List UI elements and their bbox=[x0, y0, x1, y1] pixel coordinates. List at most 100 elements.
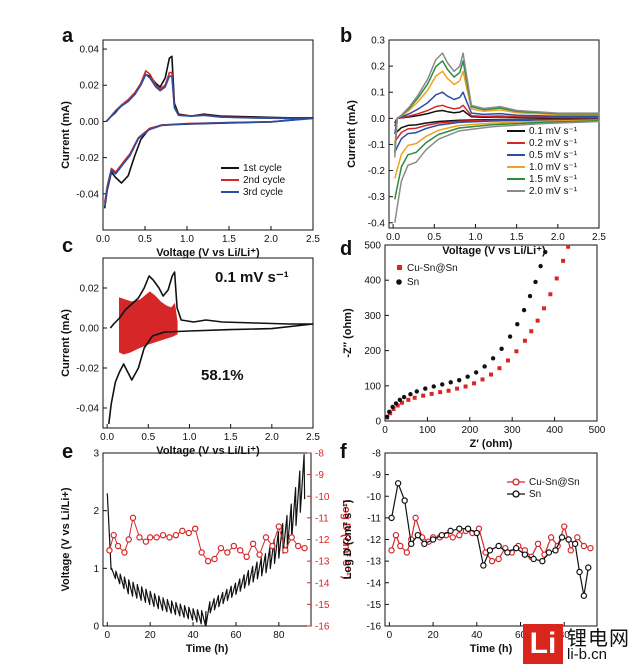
data-point-f-1 bbox=[504, 549, 511, 556]
data-point-f-1 bbox=[512, 544, 520, 552]
y-right-tick-label-e-7: -15 bbox=[315, 600, 330, 611]
data-point-d-0 bbox=[399, 400, 404, 405]
data-point-d-0 bbox=[421, 393, 426, 398]
data-point-f-1 bbox=[545, 549, 553, 556]
data-point-d-0 bbox=[412, 395, 417, 400]
data-point-f-0 bbox=[547, 534, 555, 541]
data-point-d-1 bbox=[440, 382, 445, 387]
data-point-d-1 bbox=[507, 334, 513, 339]
x-axis-label-f: Time (h) bbox=[470, 643, 513, 655]
data-point-f-0 bbox=[567, 547, 574, 554]
x-tick-label-f-3: 60 bbox=[515, 630, 527, 641]
data-point-f-0 bbox=[412, 514, 419, 522]
y-tick-label-d-3: 300 bbox=[364, 311, 381, 322]
data-point-d-0 bbox=[505, 358, 510, 363]
plot-frame-c bbox=[102, 257, 314, 429]
data-point-d-0 bbox=[497, 366, 502, 371]
y-tick-label-f-7: -15 bbox=[367, 600, 382, 611]
watermark-logo: Li bbox=[523, 624, 563, 664]
series-line-b-4 bbox=[394, 60, 600, 200]
legend-entry-d1-0: Sn bbox=[407, 277, 419, 288]
logd-point-e bbox=[269, 542, 276, 550]
data-point-f-1 bbox=[401, 497, 408, 504]
data-point-d-0 bbox=[561, 258, 566, 263]
data-point-d-1 bbox=[457, 377, 462, 383]
y-tick-label-c-1: 0.00 bbox=[80, 324, 100, 335]
data-point-f-1 bbox=[576, 568, 583, 576]
series-line-b-3 bbox=[394, 70, 600, 179]
data-point-d-1 bbox=[393, 401, 399, 406]
data-point-d-1 bbox=[448, 380, 453, 385]
x-tick-label-d-0: 0 bbox=[382, 425, 388, 436]
data-point-d-0 bbox=[548, 292, 553, 297]
data-point-d-0 bbox=[406, 397, 411, 402]
data-point-d-0 bbox=[455, 386, 460, 391]
series-line-b-5 bbox=[394, 52, 600, 223]
y-tick-label-a-3: -0.02 bbox=[76, 153, 99, 164]
y-tick-label-a-0: 0.04 bbox=[80, 45, 100, 56]
y-tick-label-a-2: 0.00 bbox=[80, 117, 100, 128]
series-line-a-2 bbox=[103, 73, 314, 207]
y-tick-label-e-0: 0 bbox=[93, 622, 99, 633]
legend-entry-b-2: 0.5 mV s⁻¹ bbox=[529, 150, 578, 161]
plot-frame-a bbox=[102, 39, 314, 231]
x-tick-label-d-3: 300 bbox=[504, 425, 521, 436]
x-axis-label-c: Voltage (V vs Li/Li⁺) bbox=[156, 445, 260, 457]
data-point-d-1 bbox=[521, 307, 527, 313]
data-point-d-1 bbox=[397, 397, 403, 403]
data-point-f-1 bbox=[571, 540, 579, 548]
data-point-f-1 bbox=[429, 536, 437, 543]
voltage-line-e bbox=[106, 454, 306, 627]
y-tick-label-f-4: -12 bbox=[367, 535, 382, 546]
x-tick-label-a-3: 1.5 bbox=[222, 234, 236, 245]
legend-entry-a-1: 2nd cycle bbox=[243, 175, 286, 186]
logd-point-e bbox=[262, 534, 270, 541]
x-axis-label-e: Time (h) bbox=[186, 643, 229, 655]
y-axis-label-e: Voltage (V vs Li/Li+) bbox=[60, 487, 72, 591]
y-tick-label-f-3: -11 bbox=[367, 513, 381, 524]
x-tick-label-c-5: 2.5 bbox=[306, 432, 320, 443]
legend-entry-f-1: Sn bbox=[529, 489, 541, 500]
series-line-b-2 bbox=[394, 91, 600, 153]
logd-point-e bbox=[114, 542, 122, 550]
series-line-f-1 bbox=[391, 481, 589, 596]
legend-swatch-d1-0 bbox=[396, 279, 402, 285]
logd-point-e bbox=[179, 527, 186, 535]
y-axis-label-d: -Z″ (ohm) bbox=[342, 308, 354, 358]
data-point-d-0 bbox=[529, 329, 534, 334]
data-point-d-0 bbox=[535, 318, 540, 323]
data-point-d-1 bbox=[414, 389, 419, 394]
data-point-f-0 bbox=[456, 531, 463, 539]
x-tick-label-e-2: 40 bbox=[187, 630, 199, 641]
legend-entry-b-0: 0.1 mV s⁻¹ bbox=[529, 126, 578, 137]
y-axis-label-c: Current (mA) bbox=[60, 309, 72, 377]
x-tick-label-d-4: 400 bbox=[546, 425, 563, 436]
y-right-axis-label-e: Log D (cm² s⁻¹) bbox=[340, 500, 352, 580]
legend-entry-a-2: 3rd cycle bbox=[243, 187, 283, 198]
panel-d: 0 100 200 300 400 500 0 100 200 300 400 500 Z′ (ohm)… bbox=[340, 238, 606, 450]
plot-frame-d bbox=[384, 244, 598, 422]
data-point-d-1 bbox=[465, 374, 470, 379]
data-point-f-1 bbox=[408, 540, 415, 548]
logd-point-e bbox=[121, 549, 128, 556]
legend-entry-a-0: 1st cycle bbox=[243, 163, 282, 174]
legend-entry-d0-0: Cu-Sn@Sn bbox=[407, 263, 458, 274]
y-right-tick-label-e-3: -11 bbox=[315, 513, 329, 524]
data-point-f-0 bbox=[388, 547, 395, 554]
data-point-f-0 bbox=[449, 534, 456, 541]
x-tick-label-b-0: 0.0 bbox=[386, 232, 400, 243]
y-tick-label-b-1: 0.2 bbox=[371, 62, 385, 73]
x-tick-label-c-4: 2.0 bbox=[265, 432, 279, 443]
data-point-f-1 bbox=[438, 531, 446, 539]
panel-label-c: c bbox=[62, 235, 73, 257]
y-tick-label-d-0: 0 bbox=[375, 417, 381, 428]
y-tick-label-d-4: 400 bbox=[364, 276, 381, 287]
logd-point-e bbox=[125, 536, 132, 543]
data-point-f-1 bbox=[456, 525, 463, 532]
y-tick-label-f-0: -8 bbox=[372, 449, 381, 460]
data-point-f-1 bbox=[388, 514, 395, 522]
logd-point-e bbox=[288, 534, 295, 541]
annotation-scan-rate-c: 0.1 mV s⁻¹ bbox=[215, 269, 289, 286]
x-tick-label-f-1: 20 bbox=[428, 630, 440, 641]
data-point-d-1 bbox=[401, 394, 407, 400]
